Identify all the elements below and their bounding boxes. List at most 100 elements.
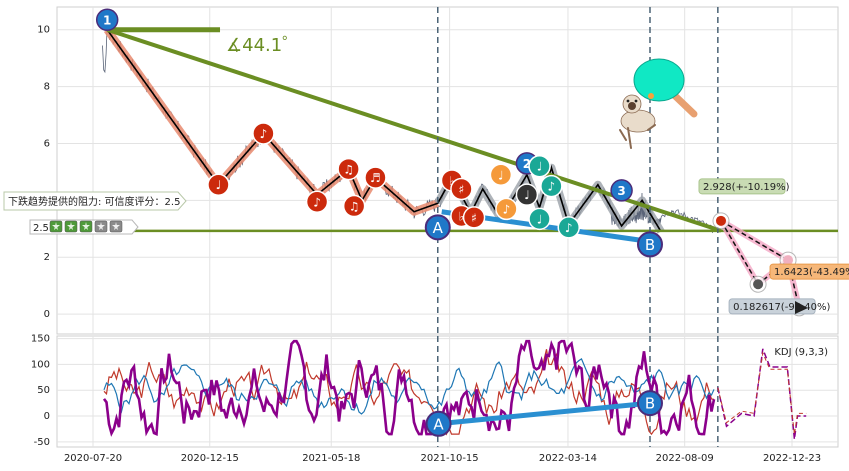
wave-node: ♫ [337,157,360,181]
star-rating-star [82,222,90,230]
wave-node-circle [540,174,563,198]
pug-dog-icon [619,94,656,149]
wave-node: ♩ [207,173,230,196]
kdj-trend-segment [438,400,651,427]
wave-label: B [636,231,663,258]
wave-node-glyph: 3 [617,184,625,198]
price-y-tick-label: 6 [44,138,50,149]
wave-node-glyph: ♩ [498,168,504,182]
wave-node: ♯ [450,177,473,201]
wave-node: ♪ [305,190,329,214]
wave-node-glyph: ♪ [313,195,321,209]
projection-callout-label: 1.6423(-43.49%) [774,267,849,278]
wave-node-glyph: 1 [103,13,111,27]
x-tick-label: 2020-12-15 [181,453,239,464]
resistance-callout-box [3,191,187,211]
wave-node: ♪ [252,122,275,145]
wave-node-glyph: ♯ [471,211,477,225]
wave-node: 1 [95,8,119,32]
wave-node-circle [610,179,633,202]
projection-callout-box [769,263,849,280]
wave-node-glyph: ♩ [537,160,543,174]
projection-arrow-icon [795,301,808,314]
kdj-wave-label: A [425,410,452,437]
wave-label: A [424,214,451,241]
price-y-tick-label: 2 [44,252,50,263]
kdj-wave-label: B [636,390,663,417]
kdj-y-tick-label: 150 [31,334,50,345]
kdj-wave-label-text: B [645,395,655,413]
price-plot: ∡44.1゜ 2.928(+-10.19%) 1.6423(-43.49%) 0.18… [57,7,849,334]
wave-node-circle [557,216,580,239]
wave-node-glyph: ♭ [449,174,455,188]
wave-node-glyph: ♫ [343,163,354,177]
wave-node-circle [95,8,119,32]
projection-callout-box [728,298,816,315]
resistance-callout: 下跌趋势提供的阻力: 可信度评分：2.5 [3,191,187,211]
wave-node-glyph: ♪ [565,221,573,235]
wave-node-circle [495,197,518,221]
x-tick-label: 2020-07-20 [64,453,122,464]
rating-badge: 2.5 [29,219,139,235]
wave-node-circle [528,207,551,231]
price-y-tick-label: 8 [44,82,50,93]
projection-callout: 1.6423(-43.49%) [769,263,849,280]
wave-node-glyph: ♪ [548,180,556,194]
kdj-wave-label-text: A [433,415,444,433]
rating-score: 2.5 [33,223,49,234]
wave-node-glyph: ♩ [524,188,530,202]
wave-node-glyph: 2 [523,157,531,171]
wave-node: ♬ [364,166,387,189]
wave-node-circle [207,173,230,196]
projection-branch [720,220,789,261]
wave-node-glyph: ♬ [370,171,381,185]
wave-node-glyph: ♭ [459,209,465,223]
kdj-y-tick-label: -50 [34,437,50,448]
projection-callout-label: 2.928(+-10.19%) [703,182,790,193]
projection-node [715,215,726,226]
star-rating-star [52,222,60,230]
price-y-tick-label: 0 [44,309,50,320]
kdj-y-axis: -50 0 50 100 150 [31,334,50,448]
wave-node: ♯ [462,206,486,229]
price-y-axis: 0246810 [37,25,50,320]
x-axis: 2020-07-20 2020-12-15 2021-05-18 2021-10-15… [64,453,821,464]
wave-node-glyph: ♩ [537,212,543,226]
projection-callout: 0.182617(-94.40%) [728,298,830,315]
projection-node [783,255,794,266]
star-rating-icon [49,220,123,233]
kdj-projection-j [717,348,807,440]
projection-callout-box [698,178,786,195]
wave-node: ♪ [557,216,580,239]
projection-node [753,279,764,290]
wave-node-glyph: ♯ [459,182,465,196]
kdj-y-tick-label: 50 [37,385,50,396]
price-y-tick-label: 10 [37,25,50,36]
wave-node-glyph: ♫ [349,200,360,214]
wave-node-circle [450,177,473,201]
wave-label-circle [424,214,451,241]
x-tick-label: 2022-12-23 [763,453,821,464]
wave-node-circle [515,183,539,206]
ping-pong-paddle-icon [633,58,698,118]
star-rating-star [112,222,120,230]
x-tick-label: 2021-10-15 [421,453,479,464]
x-tick-label: 2021-05-18 [302,453,360,464]
wave-node: ♩ [528,207,551,231]
wave-label-text: B [645,236,655,254]
wave-node-glyph: ♪ [260,127,268,141]
kdj-y-tick-label: 0 [44,411,50,422]
kdj-plot: AB [102,336,807,447]
wave-node: 3 [610,179,633,202]
x-tick-label: 2022-03-14 [539,453,597,464]
wave-node-circle [489,163,513,187]
kdj-y-tick-label: 100 [31,359,50,370]
projection-callout-label: 0.182617(-94.40%) [733,302,830,313]
star-rating-star [97,222,105,230]
kdj-d-line [103,358,715,415]
wave-node: ♪ [495,197,518,221]
wave-node-circle [364,166,387,189]
wave-node: ♩ [515,183,539,206]
